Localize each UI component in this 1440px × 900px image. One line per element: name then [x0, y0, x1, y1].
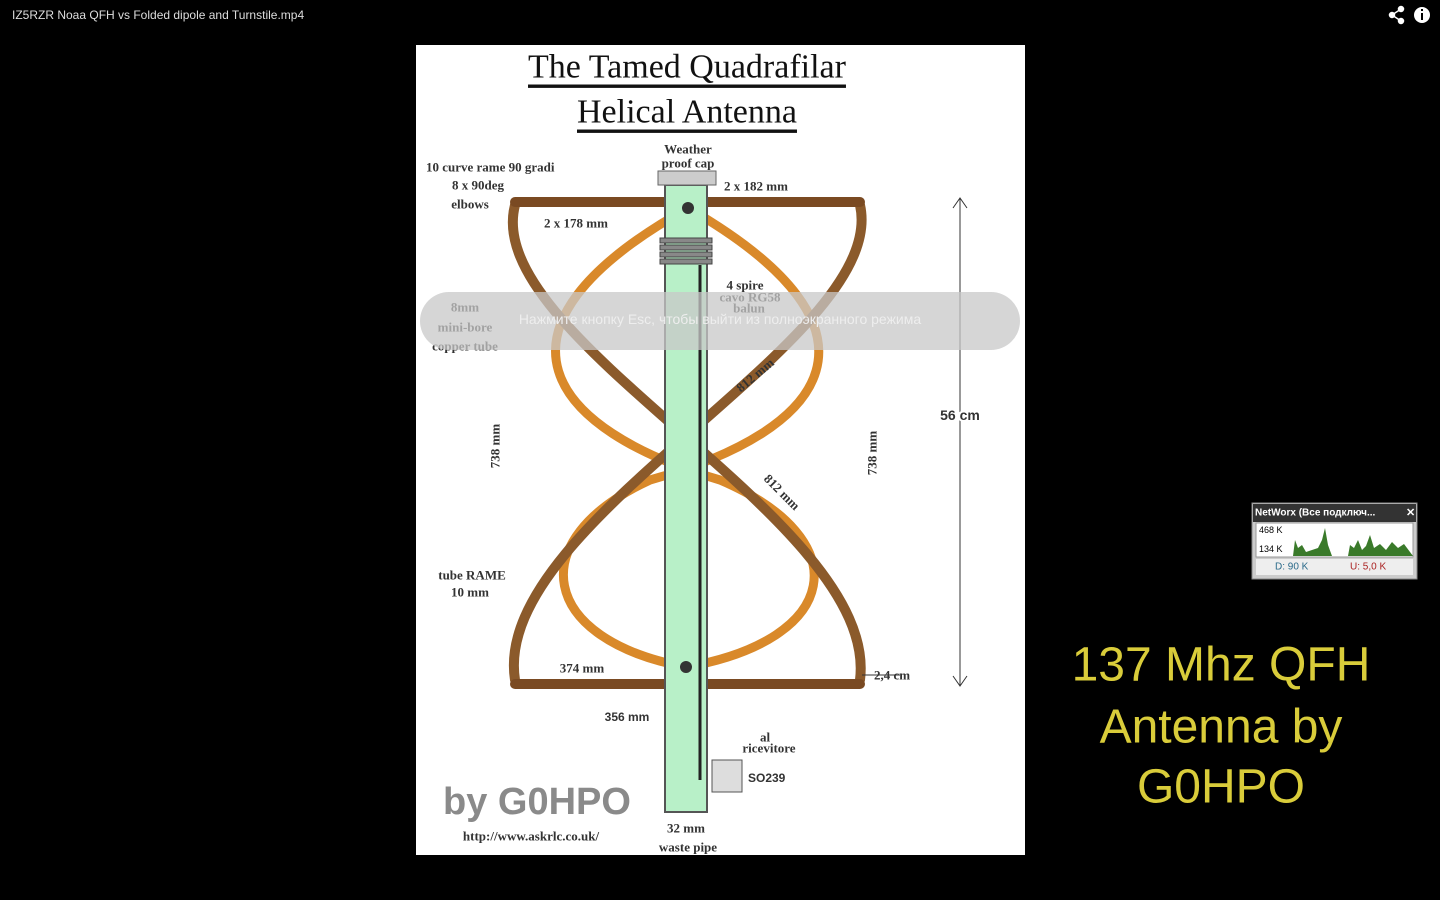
- caption-line: 137 Mhz QFH: [1072, 639, 1371, 692]
- video-title: IZ5RZR Noaa QFH vs Folded dipole and Tur…: [12, 8, 304, 22]
- caption-line: G0HPO: [1137, 761, 1305, 814]
- label: 10 mm: [451, 585, 489, 600]
- label: 738 mm: [488, 424, 503, 469]
- caption-line: Antenna by: [1100, 701, 1343, 754]
- networx-widget[interactable]: NetWorx (Все подключ... ✕ 468 K 134 K D:…: [1251, 502, 1418, 580]
- caption: 137 Mhz QFH Antenna by G0HPO: [1072, 639, 1371, 814]
- label: 2 x 182 mm: [724, 179, 788, 194]
- url: http://www.askrlc.co.uk/: [463, 829, 600, 844]
- label: 356 mm: [605, 710, 650, 724]
- traffic-graph: [1293, 528, 1413, 556]
- widget-title: NetWorx (Все подключ...: [1255, 508, 1376, 519]
- fullscreen-notice: [420, 292, 1020, 350]
- info-icon[interactable]: [1414, 7, 1430, 23]
- author: by G0HPO: [443, 781, 631, 823]
- label: Weather: [664, 142, 712, 157]
- label: proof cap: [662, 156, 715, 171]
- label: 10 curve rame 90 gradi: [426, 160, 555, 175]
- diagram-title: Helical Antenna: [577, 94, 797, 131]
- close-button[interactable]: ✕: [1406, 507, 1415, 519]
- label: 32 mm: [667, 821, 705, 836]
- label: tube RAME: [438, 568, 506, 583]
- label: 738 mm: [865, 431, 880, 476]
- label: waste pipe: [659, 840, 717, 855]
- label: 4 spire: [727, 278, 764, 293]
- label: 374 mm: [560, 661, 605, 676]
- share-icon[interactable]: [1388, 5, 1405, 25]
- label: 2 x 178 mm: [544, 216, 608, 231]
- diagram-title: The Tamed Quadrafilar: [528, 49, 847, 86]
- download: D: 90 K: [1275, 562, 1309, 573]
- scale-label: 134 K: [1259, 544, 1283, 554]
- fullscreen-notice-text: Нажмите кнопку Esc, чтобы выйти из полно…: [519, 311, 922, 327]
- label: 56 cm: [940, 407, 980, 423]
- label: 2,4 cm: [874, 668, 910, 683]
- upload: U: 5,0 K: [1350, 562, 1386, 573]
- diagram-frame: [416, 45, 1025, 855]
- scale-label: 468 K: [1259, 525, 1283, 535]
- label: ricevitore: [742, 741, 795, 756]
- label: elbows: [451, 197, 489, 212]
- diagram: The Tamed Quadrafilar Helical Antenna: [507, 49, 968, 813]
- label: al: [760, 730, 771, 745]
- label: 8 x 90deg: [452, 178, 505, 193]
- label: SO239: [748, 771, 786, 785]
